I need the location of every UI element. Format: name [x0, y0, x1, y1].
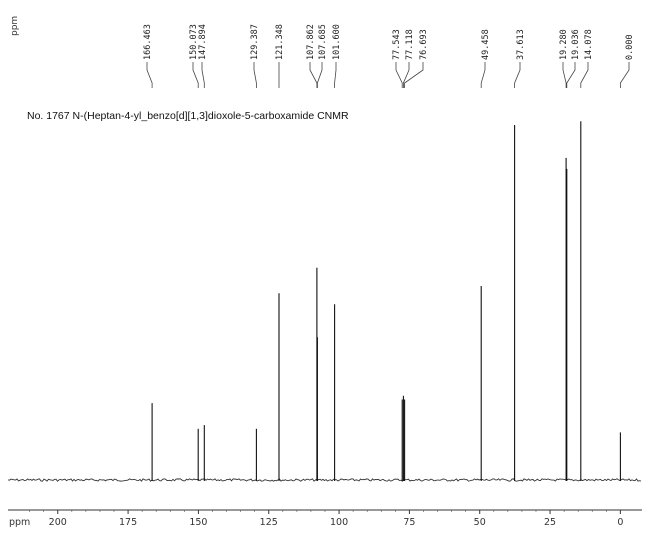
peak-leader-11 — [480, 62, 486, 88]
peaks-group — [151, 121, 621, 481]
x-axis-ticks: 200 175 150 125 100 75 50 25 0 — [29, 510, 623, 528]
peak-label-12: 37.613 — [516, 29, 526, 60]
peak-label-7: 101.600 — [332, 24, 342, 60]
peak-label-1: 150.073 — [189, 24, 199, 60]
peak-label-2: 147.894 — [198, 24, 208, 60]
peak-label-14: 19.036 — [571, 29, 581, 60]
x-tick-label-8: 0 — [617, 517, 623, 528]
peak-leader-8 — [395, 62, 403, 88]
chart-title: No. 1767 N-(Heptan-4-yl_benzo[d][1,3]dio… — [27, 110, 349, 122]
peak-label-5: 107.862 — [306, 24, 316, 60]
peak-label-16: 0.000 — [625, 34, 635, 60]
peak-label-11: 49.458 — [481, 29, 491, 60]
x-tick-label-2: 150 — [189, 517, 207, 528]
x-tick-label-4: 100 — [330, 517, 348, 528]
peak-leader-16 — [620, 62, 630, 88]
x-tick-label-5: 75 — [403, 517, 415, 528]
x-tick-label-7: 25 — [544, 517, 556, 528]
peak-leader-3 — [253, 62, 257, 88]
peak-label-4: 121.348 — [275, 24, 285, 60]
peak-leader-14 — [566, 62, 576, 88]
peak-leader-1 — [192, 62, 199, 88]
baseline-noise — [7, 478, 642, 482]
x-tick-label-0: 200 — [49, 517, 67, 528]
peak-labels-group: 166.463 150.073 147.894 129.387 121.348 107.8… — [143, 24, 635, 88]
peak-leader-0 — [146, 62, 153, 88]
x-tick-label-6: 50 — [474, 517, 486, 528]
peak-label-0: 166.463 — [143, 24, 153, 60]
peak-label-9: 77.118 — [405, 29, 415, 60]
x-tick-label-3: 125 — [260, 517, 278, 528]
x-tick-label-1: 175 — [119, 517, 137, 528]
peak-leader-13 — [562, 62, 567, 88]
peak-leader-2 — [201, 62, 205, 88]
peak-leader-15 — [580, 62, 589, 88]
peak-label-15: 14.078 — [584, 29, 594, 60]
peak-leader-6 — [317, 62, 323, 88]
peak-leader-5 — [309, 62, 318, 88]
peak-list-unit-label: ppm — [10, 16, 20, 36]
peak-leader-7 — [334, 62, 337, 88]
peak-label-6: 107.685 — [318, 24, 328, 60]
peak-label-10: 76.693 — [419, 29, 429, 60]
baseline-trace — [7, 478, 642, 482]
peak-leader-12 — [514, 62, 521, 88]
peak-label-13: 19.280 — [559, 29, 569, 60]
peak-label-8: 77.543 — [392, 29, 402, 60]
peak-leader-10 — [404, 62, 424, 88]
x-axis-label: ppm — [9, 517, 30, 528]
peak-leader-9 — [403, 62, 410, 88]
peak-label-3: 129.387 — [250, 24, 260, 60]
